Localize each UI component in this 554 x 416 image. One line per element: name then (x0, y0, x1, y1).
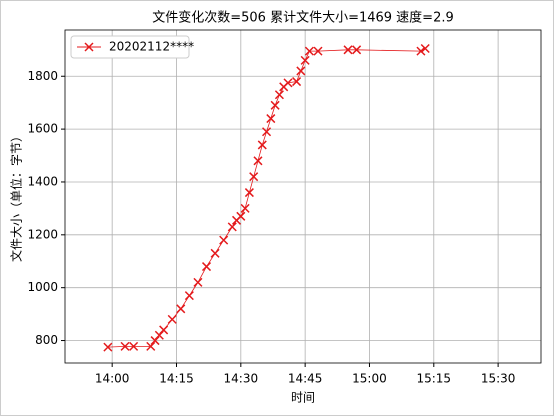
marker (266, 114, 276, 124)
marker (219, 235, 229, 245)
y-tick-label: 1200 (27, 227, 58, 241)
marker (244, 188, 254, 198)
x-tick-label: 14:00 (95, 372, 130, 386)
marker (236, 211, 246, 221)
legend-box (70, 35, 190, 59)
marker (416, 46, 426, 56)
x-tick-label: 14:30 (224, 372, 259, 386)
marker (120, 341, 130, 351)
y-tick-label: 1800 (27, 69, 58, 83)
legend-label: 20202112**** (109, 40, 194, 54)
x-tick-label: 14:45 (288, 372, 323, 386)
marker (176, 304, 186, 314)
marker (201, 262, 212, 272)
marker (227, 222, 237, 232)
marker (313, 46, 323, 56)
y-tick-label: 1000 (27, 280, 58, 294)
marker (304, 46, 314, 56)
chart-title: 文件变化次数=506 累计文件大小=1469 速度=2.9 (152, 10, 454, 26)
x-tick-label: 15:30 (481, 372, 516, 386)
marker (343, 45, 353, 55)
marker (283, 78, 293, 88)
y-axis-label: 文件大小（单位：字节） (9, 130, 24, 262)
y-tick-label: 1400 (27, 174, 58, 188)
marker (292, 77, 302, 87)
x-axis-label: 时间 (291, 391, 315, 405)
marker (240, 203, 250, 213)
marker (249, 172, 259, 182)
y-tick-label: 800 (35, 333, 58, 347)
marker (159, 325, 169, 335)
marker (262, 127, 272, 137)
marker (103, 342, 113, 352)
marker (167, 314, 177, 324)
marker (257, 140, 267, 150)
marker (146, 341, 156, 351)
x-tick-label: 14:15 (159, 372, 194, 386)
marker (184, 291, 194, 301)
marker (420, 43, 430, 54)
marker (210, 248, 220, 258)
marker (274, 90, 284, 100)
marker (352, 45, 362, 55)
x-tick-label: 15:15 (416, 372, 451, 386)
plot-border (64, 29, 542, 364)
marker (193, 277, 203, 287)
marker (296, 66, 306, 76)
y-tick-label: 1600 (27, 122, 58, 136)
marker (300, 55, 310, 65)
x-tick-label: 15:00 (352, 372, 387, 386)
marker (270, 100, 280, 110)
marker (129, 341, 139, 351)
marker (84, 42, 94, 52)
marker (253, 156, 263, 166)
